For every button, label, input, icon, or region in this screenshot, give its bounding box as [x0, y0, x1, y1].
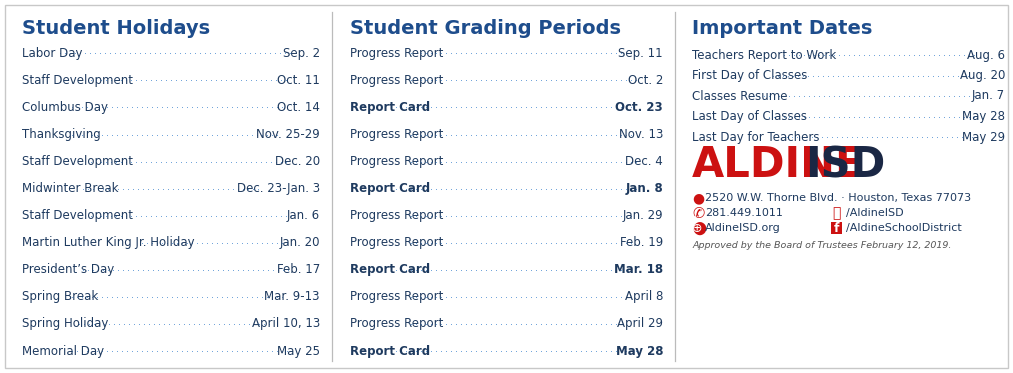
Text: Classes Resume: Classes Resume: [692, 90, 787, 103]
Text: Sep. 11: Sep. 11: [618, 47, 663, 60]
Text: Progress Report: Progress Report: [350, 317, 444, 330]
Text: 281.449.1011: 281.449.1011: [705, 208, 783, 218]
Text: May 29: May 29: [962, 131, 1005, 144]
Text: f: f: [834, 222, 839, 235]
Text: Dec. 23-Jan. 3: Dec. 23-Jan. 3: [237, 182, 320, 195]
Text: Aug. 20: Aug. 20: [959, 69, 1005, 82]
Text: Feb. 17: Feb. 17: [277, 263, 320, 276]
Text: Report Card: Report Card: [350, 345, 431, 357]
Text: April 29: April 29: [617, 317, 663, 330]
Text: ALDINE: ALDINE: [692, 144, 864, 186]
Text: Report Card: Report Card: [350, 101, 431, 114]
Text: ⊕: ⊕: [692, 222, 702, 235]
Text: Sep. 2: Sep. 2: [283, 47, 320, 60]
Text: Oct. 14: Oct. 14: [278, 101, 320, 114]
Text: Progress Report: Progress Report: [350, 155, 444, 168]
Text: First Day of Classes: First Day of Classes: [692, 69, 807, 82]
Text: Feb. 19: Feb. 19: [620, 236, 663, 249]
Text: Midwinter Break: Midwinter Break: [22, 182, 119, 195]
Text: Progress Report: Progress Report: [350, 209, 444, 222]
Text: Staff Development: Staff Development: [22, 73, 133, 87]
Text: Spring Break: Spring Break: [22, 290, 98, 303]
Text: /AldineSchoolDistrict: /AldineSchoolDistrict: [846, 223, 961, 233]
Text: Aug. 6: Aug. 6: [967, 48, 1005, 62]
Text: May 28: May 28: [962, 110, 1005, 123]
Text: Oct. 23: Oct. 23: [615, 101, 663, 114]
Text: Student Grading Periods: Student Grading Periods: [350, 19, 621, 38]
Text: Memorial Day: Memorial Day: [22, 345, 104, 357]
Text: Mar. 18: Mar. 18: [614, 263, 663, 276]
Text: Columbus Day: Columbus Day: [22, 101, 108, 114]
Text: Progress Report: Progress Report: [350, 290, 444, 303]
Text: Progress Report: Progress Report: [350, 47, 444, 60]
Text: ●: ●: [692, 191, 704, 205]
Text: Last Day of Classes: Last Day of Classes: [692, 110, 807, 123]
Text: Staff Development: Staff Development: [22, 209, 133, 222]
Text: Labor Day: Labor Day: [22, 47, 82, 60]
Text: Spring Holiday: Spring Holiday: [22, 317, 108, 330]
Text: Dec. 4: Dec. 4: [625, 155, 663, 168]
Text: Report Card: Report Card: [350, 182, 431, 195]
Text: Nov. 13: Nov. 13: [619, 128, 663, 141]
Text: Jan. 6: Jan. 6: [287, 209, 320, 222]
Text: ✆: ✆: [692, 206, 704, 220]
Text: AldineISD.org: AldineISD.org: [705, 223, 781, 233]
Text: Progress Report: Progress Report: [350, 73, 444, 87]
Text: Mar. 9-13: Mar. 9-13: [264, 290, 320, 303]
Text: Progress Report: Progress Report: [350, 128, 444, 141]
Text: Student Holidays: Student Holidays: [22, 19, 210, 38]
Text: Nov. 25-29: Nov. 25-29: [256, 128, 320, 141]
Text: /AldineISD: /AldineISD: [846, 208, 904, 218]
Text: Dec. 20: Dec. 20: [275, 155, 320, 168]
Text: Progress Report: Progress Report: [350, 236, 444, 249]
Text: Thanksgiving: Thanksgiving: [22, 128, 100, 141]
Text: Last Day for Teachers: Last Day for Teachers: [692, 131, 820, 144]
Text: Martin Luther King Jr. Holiday: Martin Luther King Jr. Holiday: [22, 236, 194, 249]
Text: Report Card: Report Card: [350, 263, 431, 276]
Text: 2520 W.W. Thorne Blvd. · Houston, Texas 77073: 2520 W.W. Thorne Blvd. · Houston, Texas …: [705, 193, 971, 203]
FancyBboxPatch shape: [831, 222, 842, 234]
Text: April 8: April 8: [625, 290, 663, 303]
Text: Jan. 20: Jan. 20: [280, 236, 320, 249]
Text: ISD: ISD: [805, 144, 885, 186]
Text: Approved by the Board of Trustees February 12, 2019.: Approved by the Board of Trustees Februa…: [692, 241, 951, 250]
Text: May 28: May 28: [616, 345, 663, 357]
Text: Jan. 7: Jan. 7: [971, 90, 1005, 103]
Text: May 25: May 25: [277, 345, 320, 357]
Text: Important Dates: Important Dates: [692, 19, 872, 38]
Text: Oct. 11: Oct. 11: [278, 73, 320, 87]
Text: April 10, 13: April 10, 13: [252, 317, 320, 330]
Text: ⬤: ⬤: [692, 221, 706, 235]
Text: Oct. 2: Oct. 2: [628, 73, 663, 87]
Text: Teachers Report to Work: Teachers Report to Work: [692, 48, 837, 62]
Text: 🐦: 🐦: [832, 206, 841, 220]
Text: President’s Day: President’s Day: [22, 263, 114, 276]
Text: Jan. 29: Jan. 29: [622, 209, 663, 222]
Text: Staff Development: Staff Development: [22, 155, 133, 168]
Text: Jan. 8: Jan. 8: [625, 182, 663, 195]
